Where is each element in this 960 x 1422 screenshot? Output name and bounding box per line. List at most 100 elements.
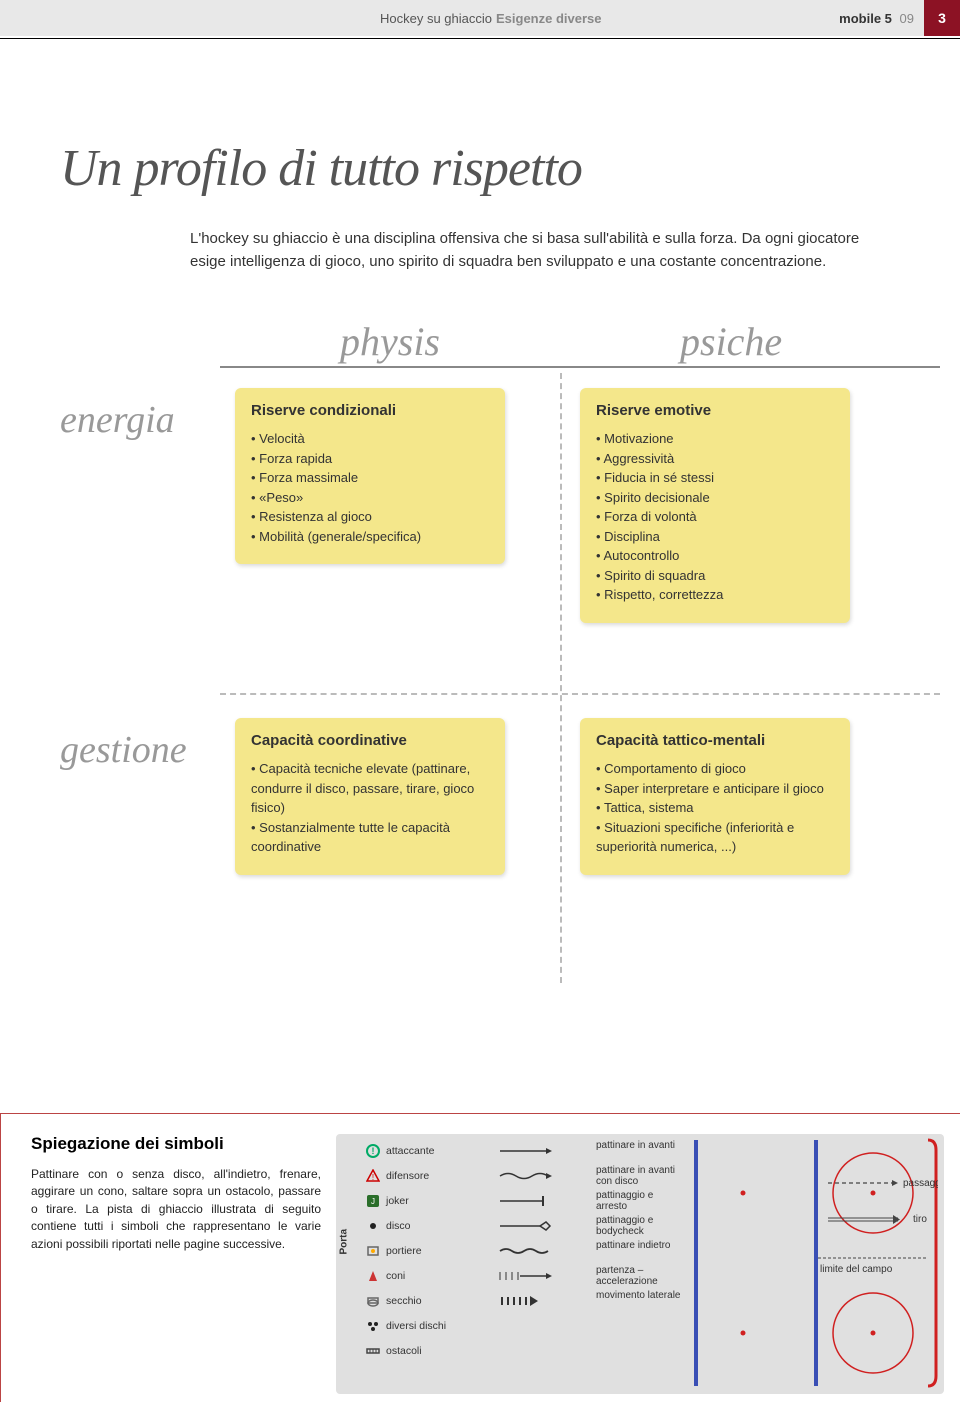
card-title: Capacità coordinative — [251, 732, 489, 749]
svg-text:tiro: tiro — [913, 1214, 927, 1225]
list-item: Forza di volontà — [596, 507, 834, 527]
svg-text:limite del campo: limite del campo — [820, 1264, 893, 1275]
card-title: Capacità tattico-mentali — [596, 732, 834, 749]
symbol-row: Jjoker — [366, 1192, 476, 1209]
symbol-label: attaccante — [386, 1145, 434, 1157]
list-item: Aggressività — [596, 449, 834, 469]
list-item: «Peso» — [251, 488, 489, 508]
action-icon — [496, 1144, 556, 1158]
porta-label: Porta — [339, 1229, 350, 1255]
action-label: pattinare in avanti con disco — [596, 1165, 681, 1184]
list-item: Forza rapida — [251, 449, 489, 469]
row-header-gestione: gestione — [60, 728, 187, 772]
svg-text:!: ! — [372, 1173, 374, 1182]
list-item: Motivazione — [596, 429, 834, 449]
issue: mobile 5 09 — [839, 11, 914, 26]
rink-diagram: Porta ! attaccante! difensore Jjoker disco po… — [336, 1134, 944, 1394]
list-item: Forza massimale — [251, 468, 489, 488]
symbol-column: ! attaccante! difensore Jjoker disco portiere… — [366, 1142, 476, 1367]
card-title: Riserve emotive — [596, 402, 834, 419]
symbol-label: ostacoli — [386, 1345, 422, 1357]
action-label: pattinare indietro — [596, 1240, 681, 1259]
symbol-row: ostacoli — [366, 1342, 476, 1359]
symbol-label: difensore — [386, 1170, 429, 1182]
legend-description: Pattinare con o senza disco, all'indietr… — [31, 1166, 321, 1253]
symbol-row: ! difensore — [366, 1167, 476, 1184]
joker-icon: J — [366, 1194, 380, 1208]
portiere-icon — [366, 1244, 380, 1258]
category: Hockey su ghiaccio — [380, 11, 492, 26]
card-list: Comportamento di giocoSaper interpretare… — [596, 759, 834, 857]
card-list: MotivazioneAggressivitàFiducia in sé ste… — [596, 429, 834, 605]
list-item: Spirito decisionale — [596, 488, 834, 508]
symbol-label: secchio — [386, 1295, 422, 1307]
matrix-top-line — [220, 366, 940, 368]
list-item: Autocontrollo — [596, 546, 834, 566]
symbol-row: secchio — [366, 1292, 476, 1309]
col-header-physis: physis — [340, 318, 440, 365]
list-item: Sostanzialmente tutte le capacità coordi… — [251, 818, 489, 857]
symbol-label: diversi dischi — [386, 1320, 446, 1332]
symbol-row: ! attaccante — [366, 1142, 476, 1159]
card-list: VelocitàForza rapidaForza massimale«Peso… — [251, 429, 489, 546]
svg-text:!: ! — [372, 1146, 375, 1156]
coni-icon — [366, 1269, 380, 1283]
attaccante-icon: ! — [366, 1144, 380, 1158]
ostacoli-icon — [366, 1344, 380, 1358]
card-riserve-condizionali: Riserve condizionali VelocitàForza rapid… — [235, 388, 505, 564]
svg-text:passaggio: passaggio — [903, 1178, 938, 1189]
list-item: Rispetto, correttezza — [596, 585, 834, 605]
list-item: Mobilità (generale/specifica) — [251, 527, 489, 547]
list-item: Capacità tecniche elevate (pattinare, co… — [251, 759, 489, 818]
legend-text-block: Spiegazione dei simboli Pattinare con o … — [31, 1134, 321, 1394]
action-icon — [496, 1219, 556, 1233]
intro-text: L'hockey su ghiaccio è una disciplina of… — [190, 228, 880, 273]
row-header-energia: energia — [60, 398, 175, 442]
action-icon — [496, 1269, 556, 1283]
symbol-label: disco — [386, 1220, 411, 1232]
action-label: pattinare in avanti — [596, 1140, 681, 1159]
svg-text:J: J — [371, 1197, 375, 1206]
symbol-label: joker — [386, 1195, 409, 1207]
action-icon — [496, 1294, 556, 1308]
list-item: Resistenza al gioco — [251, 507, 489, 527]
action-label: partenza – accelerazione — [596, 1265, 681, 1284]
action-icon — [496, 1244, 556, 1258]
list-item: Comportamento di gioco — [596, 759, 834, 779]
action-label: movimento laterale — [596, 1290, 681, 1309]
legend-title: Spiegazione dei simboli — [31, 1134, 321, 1154]
action-icon — [496, 1194, 556, 1208]
symbol-row: coni — [366, 1267, 476, 1284]
main-content: Un profilo di tutto rispetto L'hockey su… — [0, 39, 960, 1018]
list-item: Spirito di squadra — [596, 566, 834, 586]
rink-graphic: passaggio tiro limite del campo — [688, 1138, 938, 1388]
header-bar: Hockey su ghiaccio Esigenze diverse mobi… — [0, 0, 960, 36]
list-item: Situazioni specifiche (inferiorità e sup… — [596, 818, 834, 857]
diversi-dischi-icon — [366, 1319, 380, 1333]
symbol-row: disco — [366, 1217, 476, 1234]
subcategory: Esigenze diverse — [496, 11, 602, 26]
col-header-psiche: psiche — [680, 318, 782, 365]
action-label: pattinaggio e arresto — [596, 1190, 681, 1209]
list-item: Velocità — [251, 429, 489, 449]
symbol-label: coni — [386, 1270, 405, 1282]
list-item: Fiducia in sé stessi — [596, 468, 834, 488]
matrix-horizontal-dash — [220, 693, 940, 695]
disco-icon — [366, 1219, 380, 1233]
card-riserve-emotive: Riserve emotive MotivazioneAggressivitàF… — [580, 388, 850, 623]
card-list: Capacità tecniche elevate (pattinare, co… — [251, 759, 489, 857]
card-title: Riserve condizionali — [251, 402, 489, 419]
card-capacita-coordinative: Capacità coordinative Capacità tecniche … — [235, 718, 505, 875]
action-label-column: pattinare in avanti pattinare in avanti c… — [596, 1140, 681, 1315]
symbol-row: portiere — [366, 1242, 476, 1259]
action-label: pattinaggio e bodycheck — [596, 1215, 681, 1234]
matrix-vertical-dash — [560, 373, 562, 983]
list-item: Saper interpretare e anticipare il gioco — [596, 779, 834, 799]
page-title: Un profilo di tutto rispetto — [60, 139, 920, 198]
action-icon — [496, 1169, 556, 1183]
page-number: 3 — [924, 0, 960, 36]
difensore-icon: ! — [366, 1169, 380, 1183]
symbol-label: portiere — [386, 1245, 422, 1257]
legend-box: Spiegazione dei simboli Pattinare con o … — [0, 1113, 960, 1402]
symbol-row: diversi dischi — [366, 1317, 476, 1334]
